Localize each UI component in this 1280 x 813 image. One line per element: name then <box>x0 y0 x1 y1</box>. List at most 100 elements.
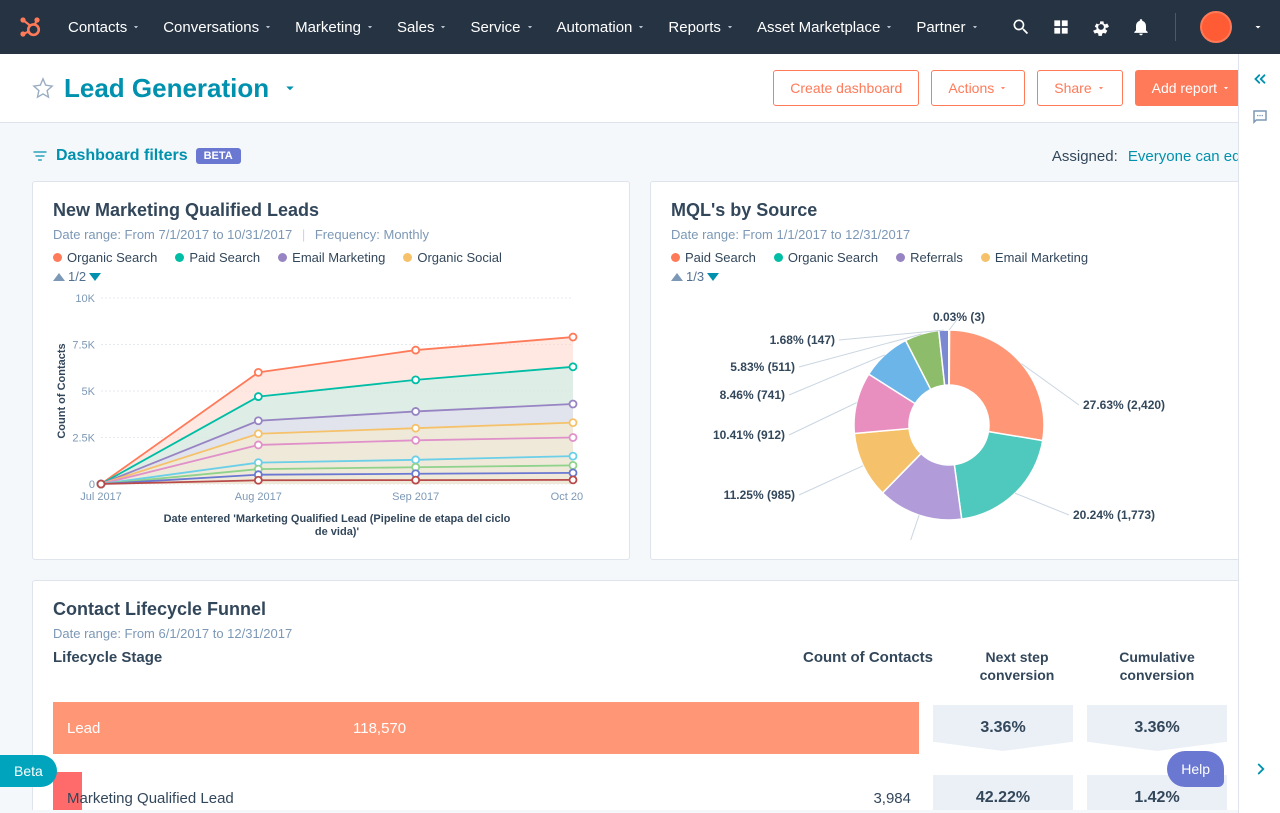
next-conversion-box: 3.36% <box>933 705 1073 751</box>
nav-item[interactable]: Service <box>462 13 542 42</box>
svg-text:5K: 5K <box>82 386 96 398</box>
card-title: New Marketing Qualified Leads <box>53 200 609 221</box>
top-cards-row: New Marketing Qualified Leads Date range… <box>32 181 1248 560</box>
beta-badge: BETA <box>196 148 241 164</box>
beta-pill[interactable]: Beta <box>0 755 57 787</box>
svg-text:7.5K: 7.5K <box>72 340 95 352</box>
funnel-stage-label: Marketing Qualified Lead <box>67 790 234 807</box>
help-button[interactable]: Help <box>1167 751 1224 787</box>
add-report-button-label: Add report <box>1152 80 1217 96</box>
svg-text:Jul 2017: Jul 2017 <box>80 491 122 503</box>
nav-item[interactable]: Asset Marketplace <box>749 13 902 42</box>
legend-dot <box>403 253 412 262</box>
chevron-down-icon <box>525 22 535 32</box>
chevron-down-icon <box>998 83 1008 93</box>
chevron-down-icon <box>884 22 894 32</box>
assigned-value-link[interactable]: Everyone can edit <box>1128 148 1248 165</box>
nav-item[interactable]: Sales <box>389 13 457 42</box>
nav-item[interactable]: Marketing <box>287 13 383 42</box>
nav-item[interactable]: Conversations <box>155 13 281 42</box>
legend-item: Referrals <box>896 250 963 265</box>
actions-button[interactable]: Actions <box>931 70 1025 106</box>
col-cumulative: Cumulative conversion <box>1087 649 1227 684</box>
filter-left[interactable]: Dashboard filters BETA <box>32 147 241 165</box>
funnel-header: Lifecycle Stage Count of Contacts Next s… <box>53 649 1227 684</box>
svg-text:11.25% (985): 11.25% (985) <box>724 488 795 502</box>
separator: | <box>302 227 305 242</box>
card-title: MQL's by Source <box>671 200 1227 221</box>
svg-text:27.63% (2,420): 27.63% (2,420) <box>1083 398 1165 412</box>
mql-pie-chart-card: MQL's by Source Date range: From 1/1/201… <box>650 181 1248 560</box>
col-next: Next step conversion <box>947 649 1087 684</box>
nav-right <box>1011 11 1264 43</box>
svg-text:0.03% (3): 0.03% (3) <box>933 310 985 324</box>
nav-item[interactable]: Reports <box>660 13 743 42</box>
marketplace-icon[interactable] <box>1051 17 1071 37</box>
legend-dot <box>53 253 62 262</box>
pager-next-icon[interactable] <box>707 273 719 281</box>
chat-icon[interactable] <box>1251 108 1269 126</box>
legend-label: Organic Social <box>417 250 502 265</box>
favorite-star-icon[interactable] <box>32 77 54 99</box>
search-icon[interactable] <box>1011 17 1031 37</box>
legend-dot <box>671 253 680 262</box>
notifications-icon[interactable] <box>1131 17 1151 37</box>
pager-text: 1/3 <box>686 269 704 284</box>
svg-text:0: 0 <box>89 479 95 491</box>
assigned-label: Assigned: <box>1052 148 1118 165</box>
avatar[interactable] <box>1200 11 1232 43</box>
pager-prev-icon[interactable] <box>53 273 65 281</box>
gear-icon[interactable] <box>1091 17 1111 37</box>
svg-text:20.24% (1,773): 20.24% (1,773) <box>1073 508 1155 522</box>
right-rail <box>1238 54 1280 813</box>
create-dashboard-button[interactable]: Create dashboard <box>773 70 919 106</box>
col-count: Count of Contacts <box>783 649 933 684</box>
chevron-down-icon <box>438 22 448 32</box>
svg-text:Oct 2017: Oct 2017 <box>551 491 583 503</box>
pager-next-icon[interactable] <box>89 273 101 281</box>
chart-pager[interactable]: 1/3 <box>671 269 1227 284</box>
legend-dot <box>981 253 990 262</box>
chevron-down-icon <box>1221 83 1231 93</box>
page-title: Lead Generation <box>64 73 269 104</box>
chart-pager[interactable]: 1/2 <box>53 269 609 284</box>
share-button[interactable]: Share <box>1037 70 1122 106</box>
nav-item-label: Automation <box>557 19 633 36</box>
assigned-block: Assigned: Everyone can edit <box>1052 148 1248 165</box>
card-sub: Date range: From 1/1/2017 to 12/31/2017 <box>671 227 1227 242</box>
header-left: Lead Generation <box>32 73 299 104</box>
nav-item[interactable]: Partner <box>908 13 987 42</box>
card-sub: Date range: From 7/1/2017 to 10/31/2017 … <box>53 227 609 242</box>
frequency: Frequency: Monthly <box>315 227 429 242</box>
chevron-down-icon <box>263 22 273 32</box>
funnel-value: 3,984 <box>873 790 911 807</box>
legend-label: Organic Search <box>67 250 157 265</box>
legend-dot <box>278 253 287 262</box>
chevron-down-icon[interactable] <box>1252 21 1264 33</box>
expand-arrow[interactable] <box>1252 760 1270 783</box>
svg-text:10K: 10K <box>75 293 95 305</box>
legend-item: Email Marketing <box>981 250 1088 265</box>
funnel-card: Contact Lifecycle Funnel Date range: Fro… <box>32 580 1248 810</box>
hubspot-logo-icon[interactable] <box>16 13 44 41</box>
funnel-row: Marketing Qualified Lead 3,984 42.22% 1.… <box>53 772 1227 810</box>
line-chart-area: 02.5K5K7.5K10KJul 2017Aug 2017Sep 2017Oc… <box>53 290 609 545</box>
title-dropdown-icon[interactable] <box>281 79 299 97</box>
date-range: Date range: From 7/1/2017 to 10/31/2017 <box>53 227 292 242</box>
nav-item[interactable]: Contacts <box>60 13 149 42</box>
cumulative-conversion-box: 3.36% <box>1087 705 1227 751</box>
pie-chart-area: 27.63% (2,420) 20.24% (1,773) 14.46% (1,26… <box>671 290 1227 540</box>
card-title: Contact Lifecycle Funnel <box>53 599 1227 620</box>
dashboard-filters-label: Dashboard filters <box>56 147 188 165</box>
nav-item[interactable]: Automation <box>549 13 655 42</box>
card-sub: Date range: From 6/1/2017 to 12/31/2017 <box>53 626 1227 641</box>
pie-chart-svg: 27.63% (2,420) 20.24% (1,773) 14.46% (1,26… <box>689 290 1209 540</box>
pager-prev-icon[interactable] <box>671 273 683 281</box>
chevron-down-icon <box>365 22 375 32</box>
collapse-icon[interactable] <box>1251 70 1269 88</box>
nav-item-label: Reports <box>668 19 721 36</box>
add-report-button[interactable]: Add report <box>1135 70 1248 106</box>
legend-item: Organic Social <box>403 250 502 265</box>
svg-text:14.46% (1,266): 14.46% (1,266) <box>868 538 950 540</box>
legend-dot <box>774 253 783 262</box>
